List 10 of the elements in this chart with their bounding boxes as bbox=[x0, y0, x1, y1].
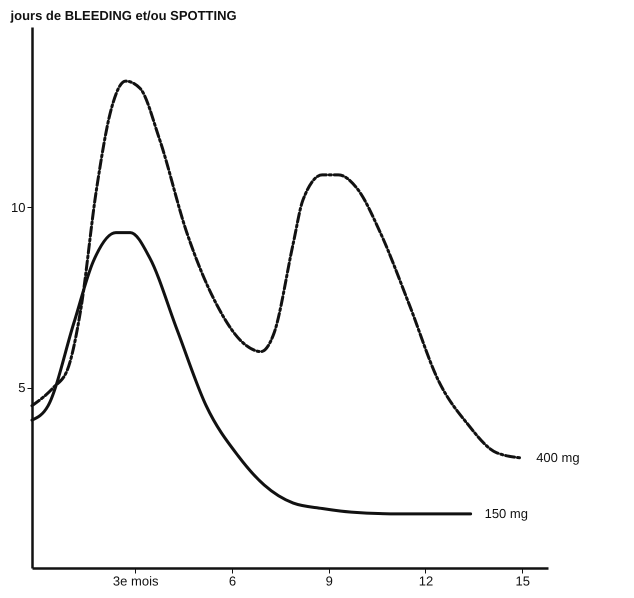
y-axis-title: jours de BLEEDING et/ou SPOTTING bbox=[10, 8, 237, 23]
x-tick-label: 3e mois bbox=[112, 574, 159, 588]
series-label: 150 mg bbox=[484, 506, 528, 521]
y-tick-label: 5 bbox=[18, 380, 26, 396]
x-tick-label: 15 bbox=[515, 574, 530, 588]
x-tick-label: 12 bbox=[418, 574, 434, 588]
x-tick-label: 6 bbox=[228, 574, 236, 588]
y-tick-label: 10 bbox=[11, 200, 26, 215]
x-tick-label: 9 bbox=[326, 574, 333, 588]
series-label: 400 mg bbox=[536, 450, 580, 465]
